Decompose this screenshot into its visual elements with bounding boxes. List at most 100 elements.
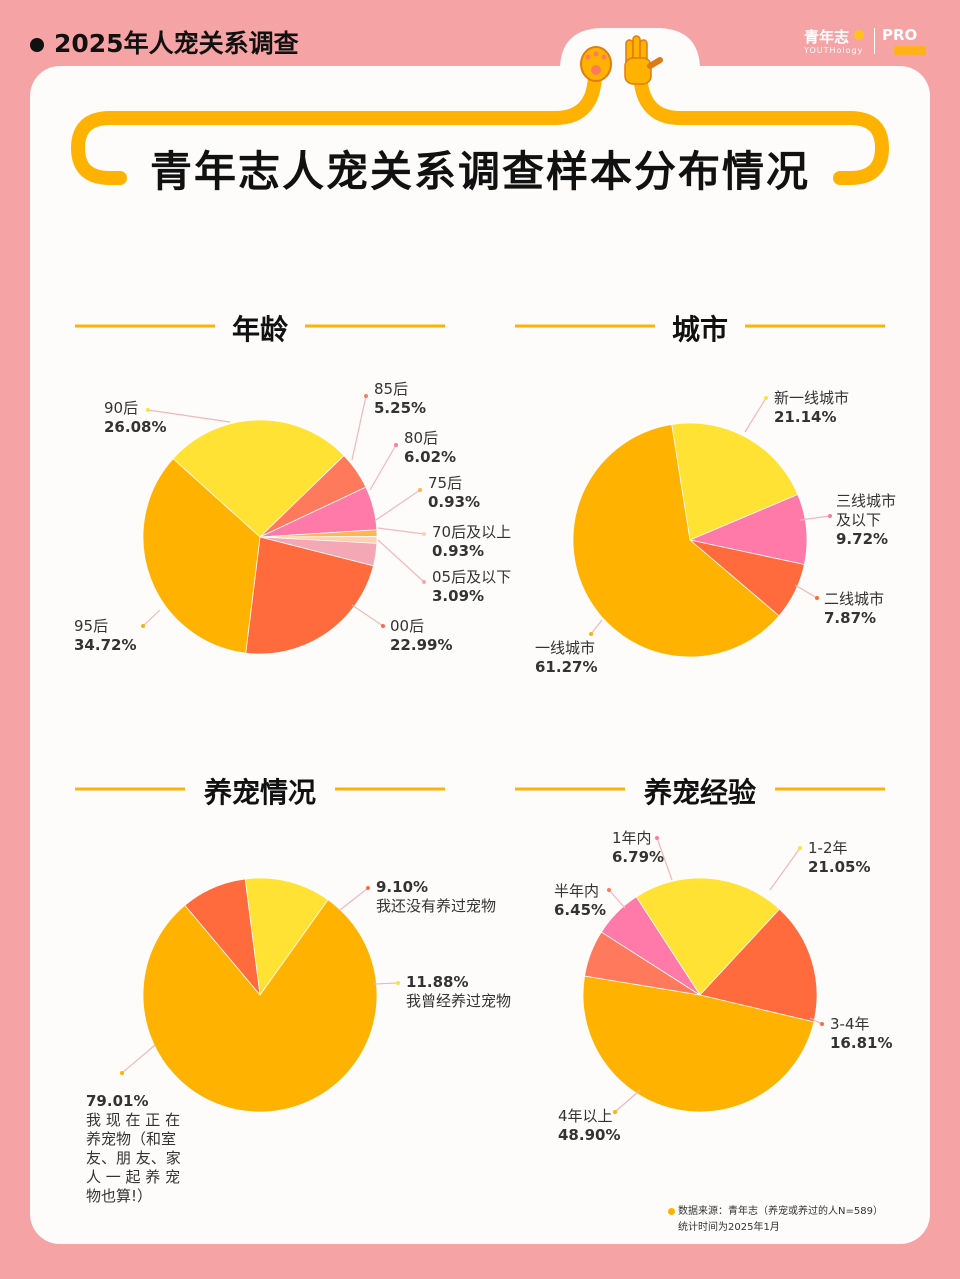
slice-label: 1年内 — [612, 829, 652, 847]
slice-value: 61.27% — [535, 658, 598, 676]
label-exp-4plus: 4年以上 48.90% — [558, 1107, 620, 1145]
slice-label: 1-2年 — [808, 839, 848, 857]
slice-value: 5.25% — [374, 399, 427, 417]
pie-slice-0-6 — [245, 536, 374, 655]
slice-value: 6.79% — [612, 848, 665, 866]
slice-label: 一线城市 — [535, 639, 596, 657]
slice-label: 物也算!） — [86, 1187, 153, 1205]
slice-label: 05后及以下 — [432, 568, 512, 586]
data-source: 数据来源：青年志（养宠或养过的人N=589） 统计时间为2025年1月 — [678, 1204, 883, 1236]
slice-label: 75后 — [428, 474, 463, 492]
pie-slice-1-0 — [671, 422, 799, 541]
slice-label: 00后 — [390, 617, 425, 635]
section-title-age: 年龄 — [231, 313, 288, 346]
pie-slice-1-3 — [572, 423, 780, 658]
slice-value: 6.45% — [554, 901, 607, 919]
slice-value: 16.81% — [830, 1034, 893, 1052]
label-city-new1: 新一线城市 21.14% — [774, 389, 849, 427]
label-age-05: 05后及以下 3.09% — [432, 568, 511, 606]
slice-value: 21.05% — [808, 858, 871, 876]
slice-value: 48.90% — [558, 1126, 621, 1144]
pie-status — [142, 877, 378, 1113]
top-bar: 2025年人宠关系调查 青年志 YOUTHology PRO — [0, 0, 960, 80]
slice-label: 95后 — [74, 617, 109, 635]
slice-label: 及以下 — [836, 511, 882, 529]
slice-label: 我曾经养过宠物 — [406, 992, 512, 1010]
slice-label: 90后 — [104, 399, 139, 417]
slice-value: 0.93% — [428, 493, 481, 511]
label-exp-3-4y: 3-4年 16.81% — [830, 1015, 892, 1053]
pie-slice-2-1 — [244, 877, 329, 997]
label-age-90: 90后 26.08% — [104, 399, 166, 437]
logo-pro-badge — [894, 46, 926, 55]
slice-value: 21.14% — [774, 408, 837, 426]
label-age-70: 70后及以上 0.93% — [432, 523, 511, 561]
pie-slice-2-2 — [142, 899, 378, 1113]
label-status-now: 79.01% 我 现 在 正 在养宠物（和室 友、朋 友、家人 一 起 养 宠物也算… — [86, 1092, 181, 1206]
logo-text: 青年志 — [804, 28, 850, 46]
slice-value: 9.10% — [376, 878, 429, 896]
pie-slice-3-1 — [699, 908, 818, 1023]
logo-subtext: YOUTHology — [804, 46, 864, 55]
source-text: 数据来源：青年志（养宠或养过的人N=589） — [678, 1206, 883, 1217]
label-exp-1-2y: 1-2年 21.05% — [808, 839, 870, 877]
pie-experience — [582, 877, 818, 1113]
banner-title: 青年志人宠关系调查样本分布情况 — [149, 147, 810, 196]
slice-label: 新一线城市 — [774, 389, 850, 407]
slice-value: 6.02% — [404, 448, 457, 466]
slice-label: 二线城市 — [824, 590, 885, 608]
slice-value: 3.09% — [432, 587, 485, 605]
slice-label: 我 现 在 正 在 — [86, 1111, 181, 1129]
label-city-tier3: 三线城市 及以下 9.72% — [836, 492, 896, 549]
label-city-tier1: 一线城市 61.27% — [535, 639, 597, 677]
slice-value: 0.93% — [432, 542, 485, 560]
logo-divider — [874, 28, 875, 54]
paw-icon — [580, 46, 612, 82]
banner-frame-right — [633, 63, 890, 185]
pie-slice-0-0 — [172, 419, 345, 538]
slice-label: 4年以上 — [558, 1107, 613, 1125]
pie-slice-0-7 — [142, 458, 261, 654]
section-title-city: 城市 — [671, 313, 728, 346]
label-age-75: 75后 0.93% — [428, 474, 480, 512]
pie-city — [572, 422, 808, 658]
slice-value: 34.72% — [74, 636, 137, 654]
banner-frame-left — [70, 63, 603, 185]
label-status-past: 11.88% 我曾经养过宠物 — [406, 973, 511, 1011]
slice-label: 养宠物（和室 — [86, 1130, 177, 1148]
label-exp-1y: 1年内 6.79% — [612, 829, 664, 867]
period-text: 统计时间为2025年1月 — [678, 1222, 780, 1233]
pie-slice-3-2 — [582, 975, 815, 1113]
leader-lines-age — [141, 394, 426, 628]
logo-pro: PRO — [882, 26, 918, 44]
slice-label: 85后 — [374, 380, 409, 398]
leader-lines-experience — [607, 836, 824, 1114]
pie-slice-3-0 — [635, 877, 781, 996]
slice-label: 80后 — [404, 429, 439, 447]
slice-value: 79.01% — [86, 1092, 149, 1110]
sun-icon — [854, 30, 864, 40]
slice-label: 友、朋 友、家 — [86, 1149, 181, 1167]
label-age-95: 95后 34.72% — [74, 617, 136, 655]
slice-value: 22.99% — [390, 636, 453, 654]
slice-label: 3-4年 — [830, 1015, 870, 1033]
slice-value: 7.87% — [824, 609, 877, 627]
page-title: 2025年人宠关系调查 — [54, 29, 299, 58]
section-title-status: 养宠情况 — [203, 776, 316, 809]
section-title-experience: 养宠经验 — [643, 776, 756, 809]
slice-label: 三线城市 — [836, 492, 897, 510]
leader-lines-status — [120, 886, 400, 1075]
slice-value: 9.72% — [836, 530, 889, 548]
hand-icon — [624, 35, 663, 85]
leader-lines-city — [589, 396, 832, 636]
pie-slice-3-4 — [600, 896, 701, 996]
slice-label: 人 一 起 养 宠 — [86, 1168, 181, 1186]
slice-label: 70后及以上 — [432, 523, 512, 541]
label-exp-half: 半年内 6.45% — [554, 882, 606, 920]
pie-age — [142, 419, 378, 655]
slice-value: 11.88% — [406, 973, 469, 991]
label-age-80: 80后 6.02% — [404, 429, 456, 467]
slice-label: 我还没有养过宠物 — [376, 897, 497, 915]
brand-logo: 青年志 YOUTHology PRO — [804, 22, 934, 62]
